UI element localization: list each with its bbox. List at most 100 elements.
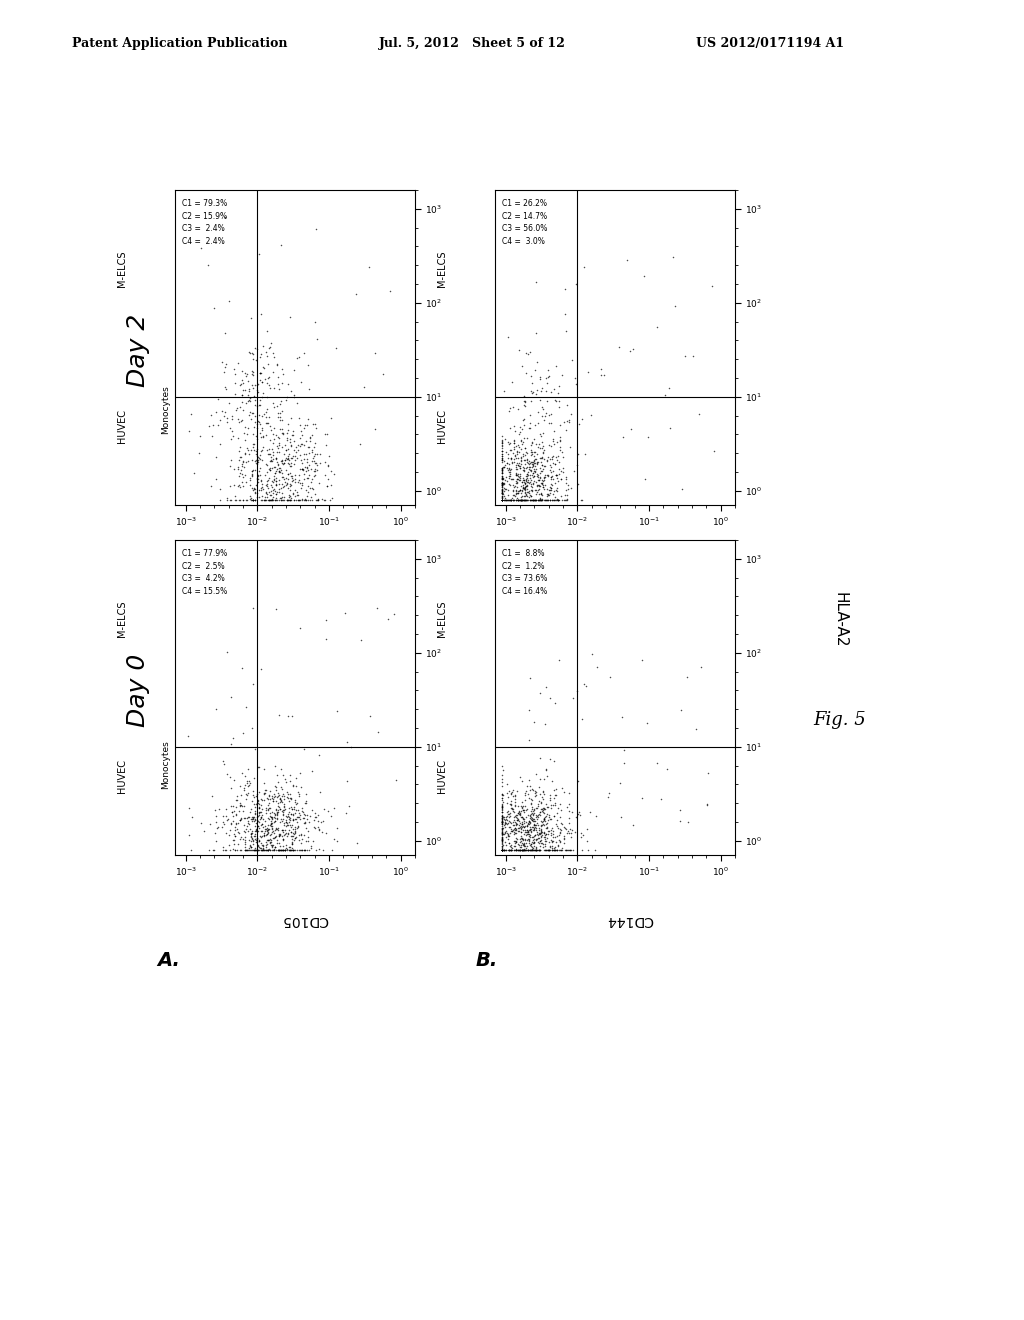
Point — [246, 437, 262, 458]
Point — [499, 457, 515, 478]
Point — [520, 700, 537, 721]
Point — [543, 404, 559, 425]
Point — [529, 412, 546, 433]
Point — [278, 824, 294, 845]
Point — [286, 387, 302, 408]
Point — [259, 354, 275, 375]
Point — [549, 467, 565, 488]
Point — [546, 434, 562, 455]
Point — [527, 781, 544, 803]
Point — [223, 450, 240, 471]
Point — [516, 808, 532, 829]
Point — [543, 822, 559, 843]
Point — [250, 814, 266, 836]
Point — [253, 814, 269, 836]
Point — [494, 795, 510, 816]
Point — [273, 463, 290, 484]
Point — [527, 414, 544, 436]
Point — [227, 490, 244, 511]
Point — [270, 799, 287, 820]
Point — [516, 477, 532, 498]
Point — [557, 420, 573, 441]
Point — [526, 832, 543, 853]
Point — [293, 371, 309, 392]
Point — [308, 218, 325, 239]
Point — [508, 840, 524, 861]
Point — [263, 480, 280, 502]
Point — [517, 466, 534, 487]
Point — [526, 359, 543, 380]
Point — [584, 643, 600, 664]
Point — [513, 487, 529, 508]
Point — [537, 810, 553, 832]
Point — [262, 459, 279, 480]
Point — [494, 482, 510, 503]
Point — [515, 471, 531, 492]
Point — [246, 385, 262, 407]
Point — [260, 438, 276, 459]
Point — [494, 829, 510, 850]
Point — [245, 434, 261, 455]
Point — [494, 462, 510, 483]
Point — [523, 801, 540, 822]
Point — [291, 408, 307, 429]
Point — [516, 470, 532, 491]
Point — [494, 469, 510, 490]
Point — [494, 490, 510, 511]
Point — [271, 490, 288, 511]
Point — [539, 451, 555, 473]
Point — [239, 437, 255, 458]
Point — [271, 824, 288, 845]
Point — [264, 488, 281, 510]
Point — [289, 812, 305, 833]
Point — [508, 470, 524, 491]
Point — [561, 800, 578, 821]
Point — [522, 440, 539, 461]
Point — [304, 450, 321, 471]
Point — [545, 795, 561, 816]
Point — [499, 783, 515, 804]
Point — [255, 784, 271, 805]
Point — [249, 379, 265, 400]
Point — [521, 818, 538, 840]
Point — [267, 826, 284, 847]
Point — [266, 838, 283, 859]
Point — [534, 824, 550, 845]
Point — [496, 474, 512, 495]
Point — [271, 840, 288, 861]
Point — [534, 490, 550, 511]
Point — [237, 795, 253, 816]
Point — [290, 800, 306, 821]
Point — [237, 362, 253, 383]
Point — [304, 414, 321, 436]
Point — [494, 449, 510, 470]
Point — [519, 490, 536, 511]
Point — [516, 470, 532, 491]
Point — [292, 473, 308, 494]
Point — [497, 454, 513, 475]
Point — [495, 813, 511, 834]
Point — [508, 451, 524, 473]
Point — [544, 832, 560, 853]
Point — [274, 400, 291, 421]
Point — [527, 840, 544, 861]
Point — [555, 446, 571, 467]
Point — [499, 453, 515, 474]
Point — [260, 840, 276, 861]
Point — [517, 796, 534, 817]
Point — [238, 788, 254, 809]
Point — [274, 840, 291, 861]
Point — [536, 478, 552, 499]
Point — [502, 397, 518, 418]
Point — [264, 801, 281, 822]
Point — [578, 444, 594, 465]
Point — [264, 818, 281, 840]
Point — [218, 354, 234, 375]
Point — [326, 828, 342, 849]
Point — [550, 383, 566, 404]
Point — [527, 322, 544, 343]
Point — [502, 462, 518, 483]
Point — [527, 433, 544, 454]
Point — [524, 830, 541, 851]
Point — [556, 833, 572, 854]
